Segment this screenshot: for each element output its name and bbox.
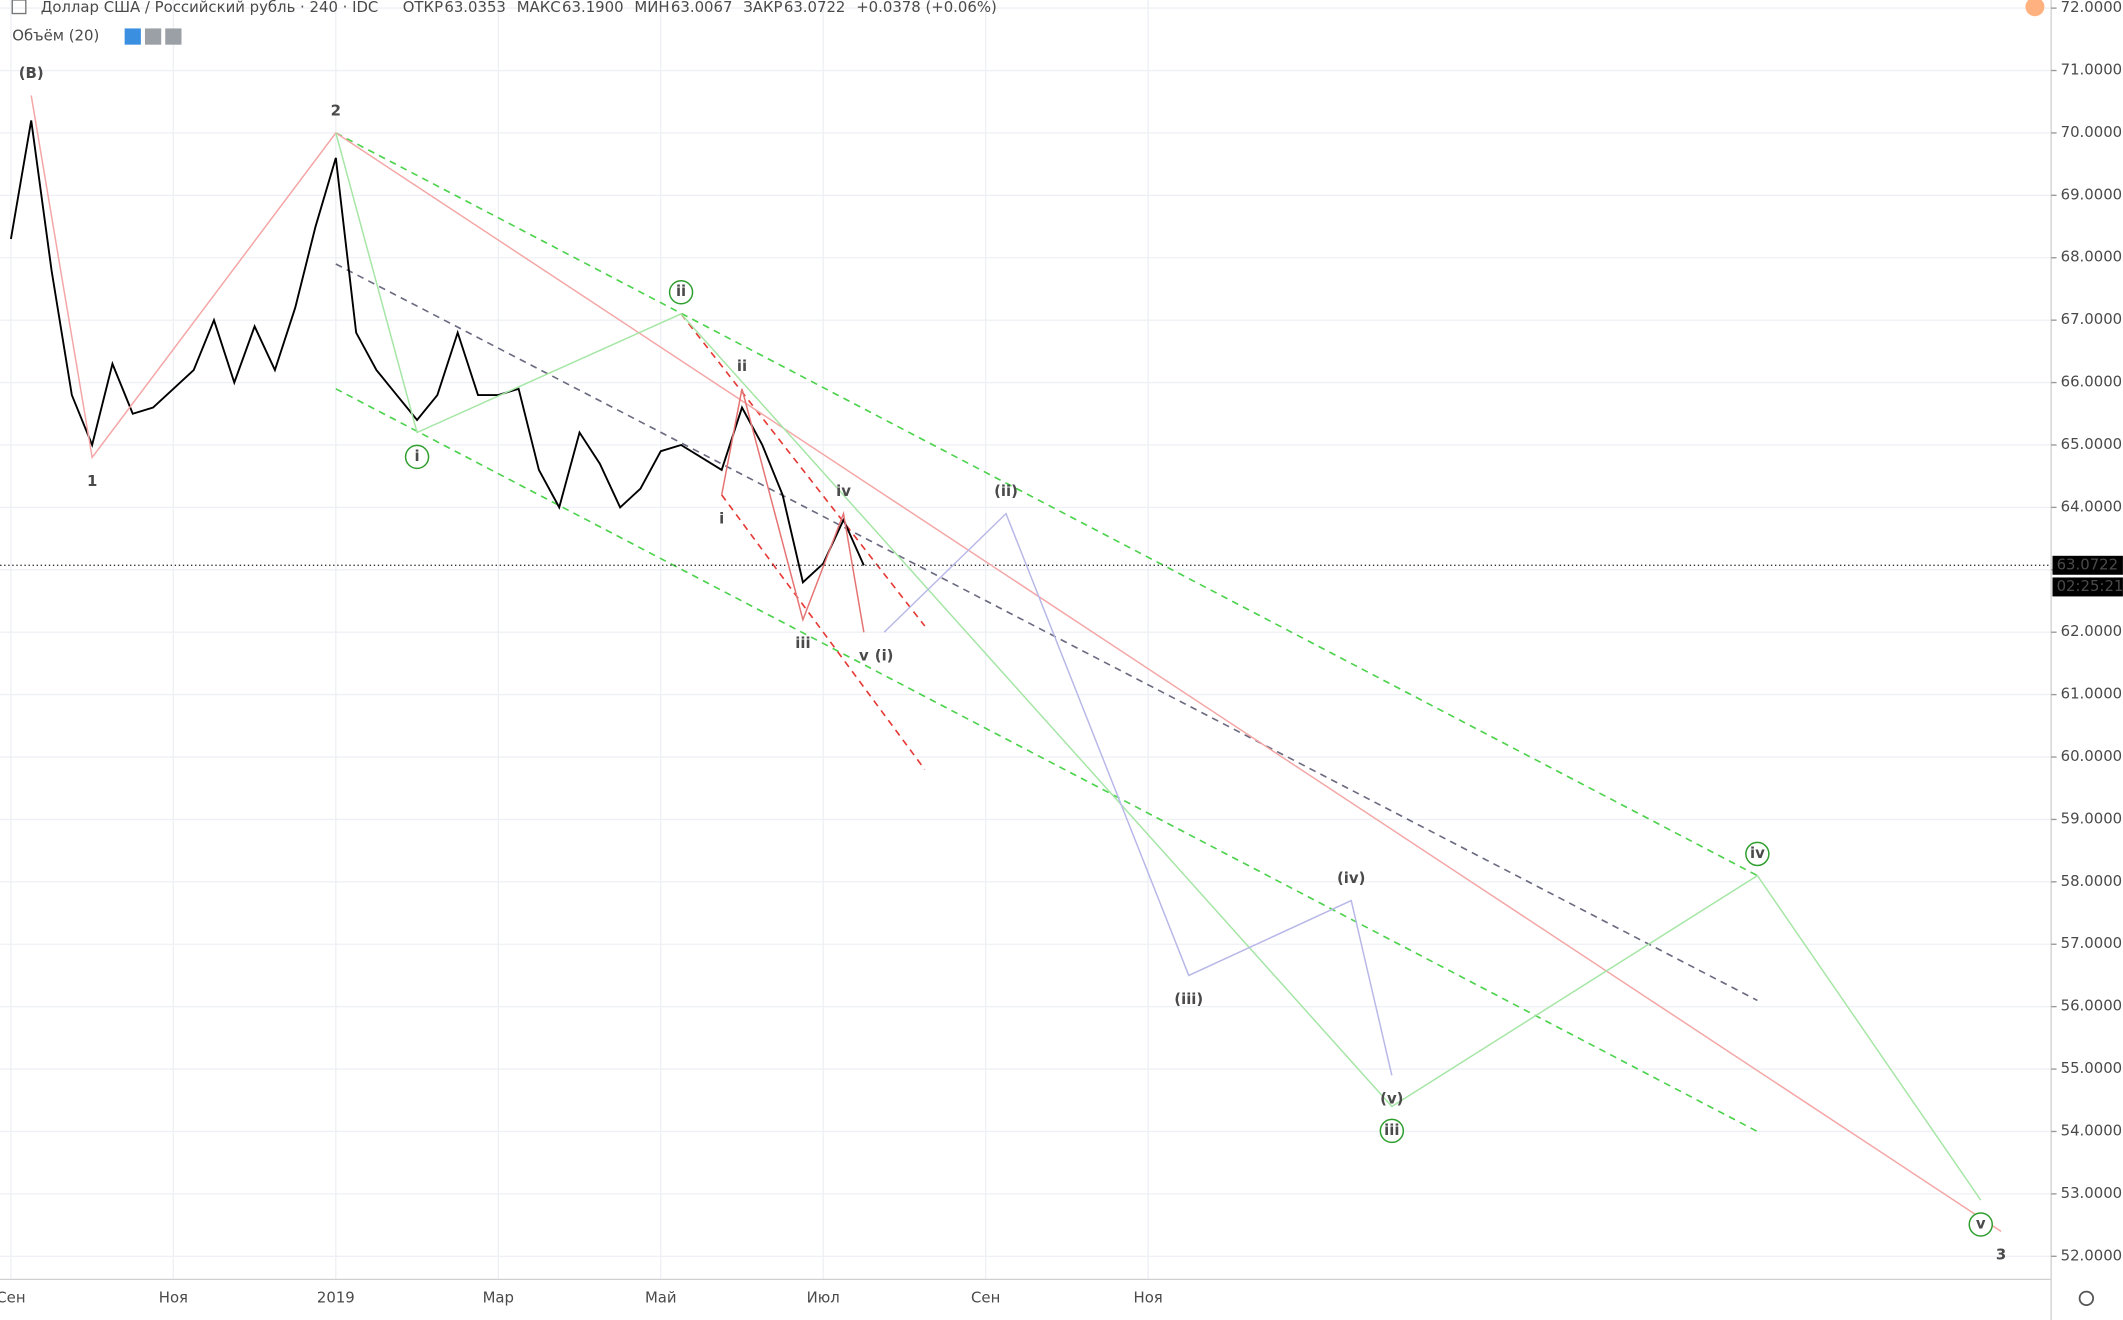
visibility-button[interactable] — [124, 28, 141, 45]
y-tick-label: 52.0000 — [2061, 1246, 2123, 1264]
wave-label: (B) — [19, 64, 44, 82]
wave-label: (i) — [875, 647, 894, 665]
y-tick-label: 72.0000 — [2061, 0, 2123, 16]
wave-label: v — [859, 647, 869, 665]
y-tick-label: 53.0000 — [2061, 1184, 2123, 1202]
header-close: 63.0722 — [784, 0, 846, 16]
y-tick-label: 56.0000 — [2061, 997, 2123, 1015]
grid — [0, 0, 2052, 1280]
wave-label: iii — [1384, 1121, 1399, 1139]
x-tick-label: Июл — [807, 1288, 840, 1306]
wave-label: (v) — [1380, 1090, 1403, 1108]
header-close-label: ЗАКР — [743, 0, 782, 16]
header-change: +0.0378 (+0.06%) — [856, 0, 997, 16]
y-tick-label: 69.0000 — [2061, 185, 2123, 203]
x-tick-label: Мар — [483, 1288, 514, 1306]
channel-line — [680, 313, 926, 627]
wave-label-circle — [1379, 1118, 1405, 1144]
x-tick-label: 2019 — [317, 1288, 355, 1306]
price-line — [9, 120, 865, 585]
last-price-label: 63.0722 — [2057, 555, 2119, 573]
settings-icon[interactable] — [2078, 1290, 2095, 1306]
alert-icon[interactable] — [2025, 0, 2045, 17]
y-tick-label: 61.0000 — [2061, 685, 2123, 703]
x-tick-label: Сен — [971, 1288, 1000, 1306]
header-low: 63.0067 — [671, 0, 733, 16]
x-tick-label: Май — [645, 1288, 677, 1306]
wave-label: iv — [1750, 844, 1765, 862]
x-tick-label: Ноя — [1134, 1288, 1163, 1306]
y-tick-label: 67.0000 — [2061, 310, 2123, 328]
y-tick-label: 66.0000 — [2061, 373, 2123, 391]
wave-label: (iv) — [1337, 869, 1365, 887]
wave-label: iii — [795, 634, 810, 652]
wave-label: 3 — [1996, 1246, 2006, 1264]
y-tick-label: 57.0000 — [2061, 934, 2123, 952]
wave-label: (ii) — [994, 482, 1018, 500]
y-tick-label: 59.0000 — [2061, 809, 2123, 827]
x-tick-label: Ноя — [159, 1288, 188, 1306]
header-low-label: МИН — [634, 0, 669, 16]
header-symbol: Доллар США / Российский рубль · 240 · ID… — [41, 0, 379, 16]
countdown: 02:25:21 — [2057, 577, 2123, 595]
channel-line — [721, 494, 926, 770]
wave-line — [30, 95, 2002, 1232]
header-open: 63.0353 — [444, 0, 506, 16]
countdown-box — [2052, 577, 2123, 597]
wave-label: i — [415, 447, 420, 465]
wave-label-circle — [404, 444, 430, 470]
wave-label: iv — [836, 482, 851, 500]
y-tick-label: 68.0000 — [2061, 248, 2123, 266]
volume-controls — [124, 28, 182, 45]
wave-label-circle — [668, 280, 694, 305]
wave-label: i — [719, 509, 724, 527]
wave-label: 1 — [87, 472, 97, 490]
volume-label: Объём (20) — [12, 27, 99, 45]
last-price-box — [2052, 555, 2123, 575]
header-high-label: МАКС — [517, 0, 561, 16]
x-tick-label: Сен — [0, 1288, 26, 1306]
settings-button[interactable] — [144, 28, 162, 45]
y-tick-label: 71.0000 — [2061, 61, 2123, 79]
remove-button[interactable] — [165, 28, 182, 45]
wave-label: ii — [737, 357, 747, 375]
wave-label-circle — [1745, 841, 1770, 867]
wave-line — [883, 512, 1393, 1076]
channel-line — [335, 263, 1758, 1002]
wave-label: (iii) — [1174, 990, 1203, 1008]
y-tick-label: 62.0000 — [2061, 622, 2123, 640]
header-open-label: ОТКР — [403, 0, 443, 16]
y-tick-label: 54.0000 — [2061, 1121, 2123, 1139]
y-tick-label: 55.0000 — [2061, 1059, 2123, 1077]
wave-label: 2 — [331, 101, 341, 119]
wave-line — [720, 388, 865, 633]
y-tick-label: 60.0000 — [2061, 747, 2123, 765]
y-tick-label: 70.0000 — [2061, 123, 2123, 141]
wave-label: ii — [676, 282, 686, 300]
wave-line — [335, 132, 1982, 1201]
header-high: 63.1900 — [562, 0, 624, 16]
y-tick-label: 64.0000 — [2061, 497, 2123, 515]
wave-label-circle — [1968, 1212, 1994, 1237]
collapse-button[interactable] — [11, 0, 27, 15]
y-tick-label: 65.0000 — [2061, 435, 2123, 453]
y-tick-label: 58.0000 — [2061, 872, 2123, 890]
wave-label: v — [1976, 1214, 1986, 1232]
